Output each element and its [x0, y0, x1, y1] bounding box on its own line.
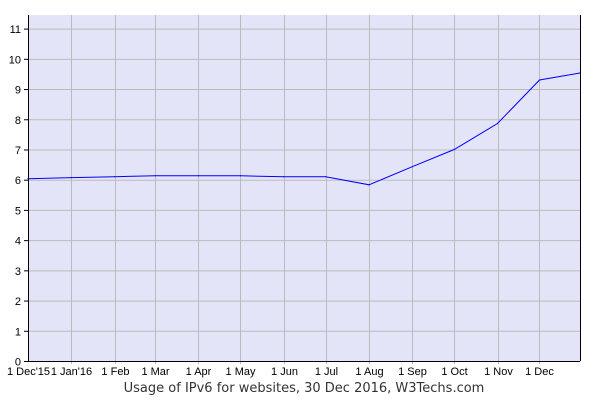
- axes: [24, 15, 581, 362]
- x-tick-label: 1 Feb: [101, 366, 129, 378]
- data-point: [283, 176, 285, 178]
- data-point: [325, 176, 327, 178]
- x-tick-label: 1 May: [226, 366, 256, 378]
- y-tick-label: 7: [15, 145, 21, 157]
- x-tick-label: 1 Apr: [186, 366, 212, 378]
- data-point: [496, 122, 499, 125]
- y-tick-label: 5: [15, 205, 21, 217]
- y-tick-label: 6: [15, 175, 21, 187]
- data-point: [368, 184, 370, 186]
- x-tick-label: 1 Jun: [271, 366, 298, 378]
- data-point: [239, 175, 242, 177]
- y-tick-label: 4: [15, 236, 21, 248]
- x-tick-label: 1 Sep: [398, 366, 427, 378]
- x-tick-label: 1 Nov: [484, 366, 513, 378]
- series-line: [27, 72, 581, 186]
- data-point: [453, 148, 455, 151]
- x-tick-label: 1 Mar: [141, 366, 169, 378]
- y-tick-label: 3: [15, 266, 21, 278]
- y-tick-label: 8: [15, 115, 21, 127]
- series-layer: [27, 72, 581, 186]
- tick-labels: 0 1 2 3 4 5 6 7 8 9 10 11 1 Dec'15 1 Jan'16 1 Feb 1 Mar…: [7, 24, 554, 378]
- x-tick-label: 1 Oct: [441, 366, 467, 378]
- y-tick-label: 11: [10, 24, 21, 36]
- y-tick-label: 2: [15, 296, 21, 308]
- y-tick-label: 10: [9, 54, 21, 66]
- data-point: [114, 176, 116, 178]
- plot-area: [28, 15, 580, 361]
- data-point: [154, 175, 156, 177]
- x-tick-label: 1 Dec: [525, 366, 554, 378]
- y-tick-label: 9: [15, 85, 21, 97]
- x-tick-label: 1 Jan'16: [51, 366, 92, 378]
- data-point: [411, 166, 413, 168]
- gridlines: [28, 15, 580, 364]
- y-tick-label: 1: [15, 326, 21, 338]
- data-point: [538, 79, 541, 81]
- y-tick-label: 0: [15, 357, 21, 369]
- data-point: [70, 176, 72, 179]
- x-tick-label: 1 Dec'15: [7, 366, 50, 378]
- x-tick-label: 1 Jul: [315, 366, 338, 378]
- chart-title: Usage of IPv6 for websites, 30 Dec 2016,…: [124, 381, 485, 396]
- x-tick-label: 1 Aug: [355, 366, 383, 378]
- data-point: [197, 175, 200, 177]
